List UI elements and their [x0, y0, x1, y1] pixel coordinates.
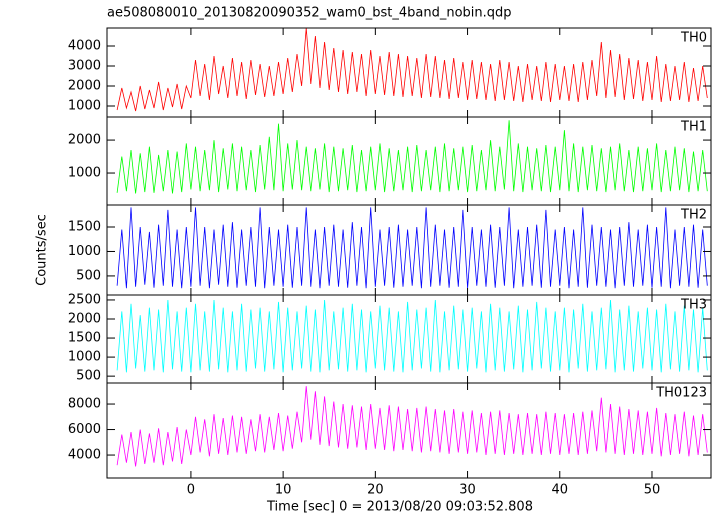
y-tick-label: 1000 — [68, 350, 101, 365]
y-tick-label: 500 — [76, 268, 101, 283]
y-axis-label: Counts/sec — [35, 214, 50, 286]
y-tick-label: 1000 — [68, 244, 101, 259]
panel-label: TH3 — [680, 298, 707, 313]
y-tick-label: 3000 — [68, 59, 101, 74]
x-tick-label: 20 — [367, 483, 384, 498]
panel-label: TH0 — [680, 31, 707, 46]
y-tick-label: 6000 — [68, 422, 101, 437]
y-tick-label: 1500 — [68, 220, 101, 235]
panel-label: TH2 — [680, 208, 707, 223]
light-curve — [116, 27, 708, 112]
y-tick-label: 1500 — [68, 331, 101, 346]
panel-label: TH0123 — [655, 386, 707, 401]
y-tick-label: 2000 — [68, 133, 101, 148]
x-tick-label: 30 — [459, 483, 476, 498]
x-tick-label: 40 — [551, 483, 568, 498]
y-tick-label: 8000 — [68, 397, 101, 412]
panel-frame — [106, 382, 712, 479]
y-tick-label: 2000 — [68, 79, 101, 94]
y-tick-label: 1000 — [68, 99, 101, 114]
light-curve — [116, 207, 708, 289]
x-tick-label: 0 — [187, 483, 195, 498]
y-tick-label: 2000 — [68, 312, 101, 327]
x-tick-label: 50 — [644, 483, 661, 498]
y-tick-label: 500 — [76, 369, 101, 384]
panel-frame — [106, 27, 712, 118]
light-curve — [116, 386, 708, 467]
y-tick-label: 2500 — [68, 292, 101, 307]
x-axis-label: Time [sec] 0 = 2013/08/20 09:03:52.808 — [266, 500, 533, 515]
light-curve — [116, 299, 708, 373]
y-tick-label: 4000 — [68, 39, 101, 54]
light-curve — [116, 120, 708, 194]
y-tick-label: 1000 — [68, 166, 101, 181]
x-tick-label: 10 — [275, 483, 292, 498]
y-tick-label: 4000 — [68, 448, 101, 463]
chart-title: ae508080010_20130820090352_wam0_bst_4ban… — [107, 6, 512, 21]
panel-label: TH1 — [680, 120, 707, 135]
